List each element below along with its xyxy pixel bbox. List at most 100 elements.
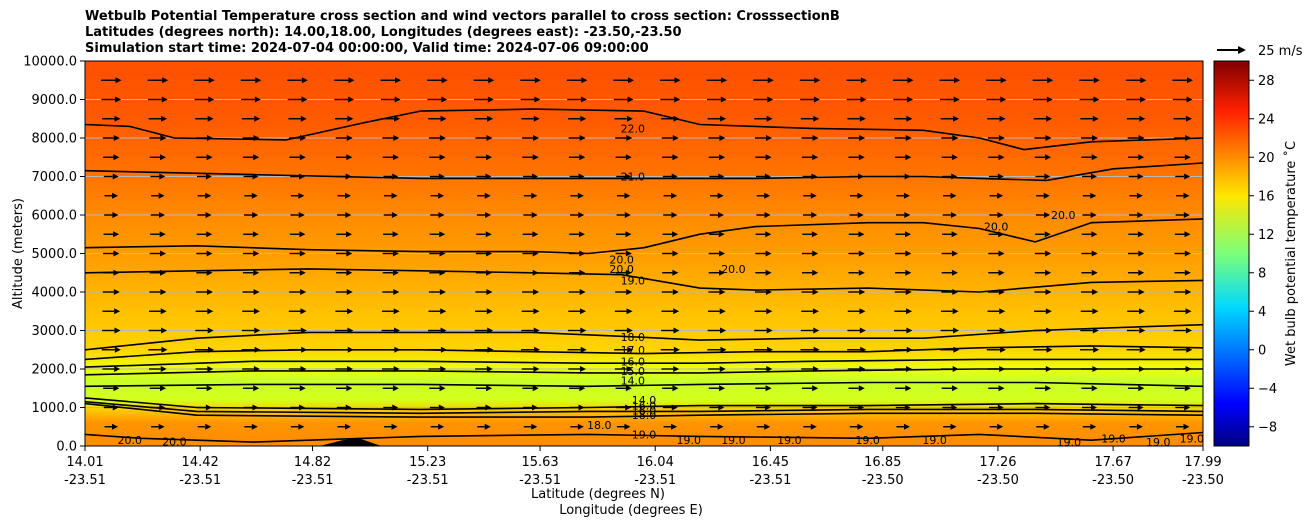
wind-vector-head [1184, 154, 1191, 161]
contour-lines [85, 108, 1203, 443]
wind-vector-head [952, 308, 959, 315]
wind-vector-head [859, 289, 866, 295]
wind-vector-head [765, 250, 772, 257]
wind-vector-head [113, 154, 120, 161]
wind-vector-head [858, 250, 865, 257]
wind-vector-head [160, 308, 167, 315]
wind-vector-head [813, 327, 820, 334]
wind-vector-head [300, 308, 307, 315]
wind-vector-head [719, 135, 726, 141]
contour-label: 14.0 [632, 394, 657, 407]
wind-vector-head [392, 385, 399, 392]
wind-vector-head [1046, 96, 1053, 103]
wind-vector-head [1185, 327, 1192, 334]
y-tick-label: 4000.0 [32, 286, 78, 301]
wind-vector-head [1092, 308, 1099, 315]
wind-vector-head [346, 154, 353, 161]
wind-vector-head [438, 212, 445, 218]
contour-label: 15.0 [621, 365, 646, 378]
y-axis-label: Altitude (meters) [11, 198, 26, 309]
contour-18.0 [85, 323, 1203, 351]
wind-vector-head [347, 308, 354, 315]
wind-vector-head [580, 327, 587, 334]
wind-vector-head [812, 289, 819, 295]
wind-vector-head [1091, 250, 1098, 257]
wind-vector-head [1044, 231, 1051, 238]
wind-vector-head [392, 231, 399, 238]
wind-vector-head [298, 212, 305, 218]
wind-vector-head [950, 212, 957, 218]
contour-label: 19.0 [1180, 432, 1205, 445]
wind-vector-head [300, 115, 307, 122]
wind-vector-head [485, 231, 492, 238]
wind-vector-head [999, 115, 1006, 122]
wind-vector-head [1045, 135, 1052, 141]
contour-20.0 [85, 218, 1203, 255]
wind-vector-head [1092, 115, 1099, 122]
wind-vector-head [1138, 269, 1145, 276]
wind-vector-head [1184, 231, 1191, 238]
contour-label: 16.0 [621, 355, 646, 368]
contour-label: 19.0 [777, 434, 802, 447]
wind-vector-head [1047, 77, 1054, 84]
wind-vector-head [998, 250, 1005, 257]
wind-vector-head [1137, 173, 1144, 180]
x-tick-label-latitude: 15.23 [409, 455, 446, 470]
quiver-key-arrowhead [1238, 46, 1246, 54]
wind-vector-head [439, 135, 446, 141]
wind-vector-head [1044, 212, 1051, 218]
contour-label: 18.0 [587, 419, 612, 432]
wind-vector-head [159, 231, 166, 238]
wind-vector-head [765, 269, 772, 276]
wind-vector-head [812, 250, 819, 257]
y-tick-label: 3000.0 [32, 324, 78, 339]
wind-vector-head [1136, 423, 1143, 430]
wind-vector-head [393, 308, 400, 315]
wind-vector-head [577, 423, 584, 430]
wind-vector-head [487, 115, 494, 122]
wind-vector-head [672, 231, 679, 238]
wind-vector-head [907, 96, 914, 103]
contour-label: 22.0 [621, 122, 646, 135]
contour-17.0 [85, 345, 1203, 361]
y-tick-label: 10000.0 [23, 55, 77, 70]
wind-vector-head [160, 366, 167, 372]
wind-vector-head [254, 327, 261, 334]
wind-vector-head [1091, 231, 1098, 238]
wind-vector-head [1186, 77, 1193, 84]
wind-vector-head [581, 77, 588, 84]
wind-vector-head [951, 154, 958, 161]
wind-vector-head [486, 135, 493, 141]
contour-label: 19.0 [1057, 436, 1082, 449]
wind-vector-head [1045, 385, 1052, 392]
contour-22.0 [85, 108, 1203, 151]
wind-vector-head [1139, 327, 1146, 334]
wind-vector-head [253, 308, 260, 315]
wind-vector-head [300, 289, 307, 295]
contour-19.0 [85, 431, 1203, 443]
wind-vector-head [811, 212, 818, 218]
wind-vector-head [673, 327, 680, 334]
wind-vector-head [720, 115, 727, 122]
wind-vector-head [205, 173, 212, 180]
wind-vector-head [486, 385, 493, 392]
wind-vector-head [950, 423, 957, 430]
wind-vector-head [627, 96, 634, 103]
contour-label: 19.0 [721, 434, 746, 447]
wind-vector-head [1183, 192, 1190, 199]
wind-vector-head [1184, 173, 1191, 180]
wind-vector-head [251, 192, 258, 199]
wind-vector-head [115, 77, 122, 84]
wind-vector-head [161, 115, 168, 122]
wind-vector-head [1045, 289, 1052, 295]
wind-vector-head [581, 96, 588, 103]
wind-vector-head [1045, 250, 1052, 257]
x-tick-label-longitude: -23.51 [407, 473, 449, 488]
wind-vector-head [672, 154, 679, 161]
wind-vector-head [905, 385, 912, 392]
wind-vector-head [951, 231, 958, 238]
contour-label: 19.0 [632, 428, 657, 441]
y-tick-label: 6000.0 [32, 209, 78, 224]
wind-vector-head [439, 154, 446, 161]
wind-vector-head [671, 423, 678, 430]
